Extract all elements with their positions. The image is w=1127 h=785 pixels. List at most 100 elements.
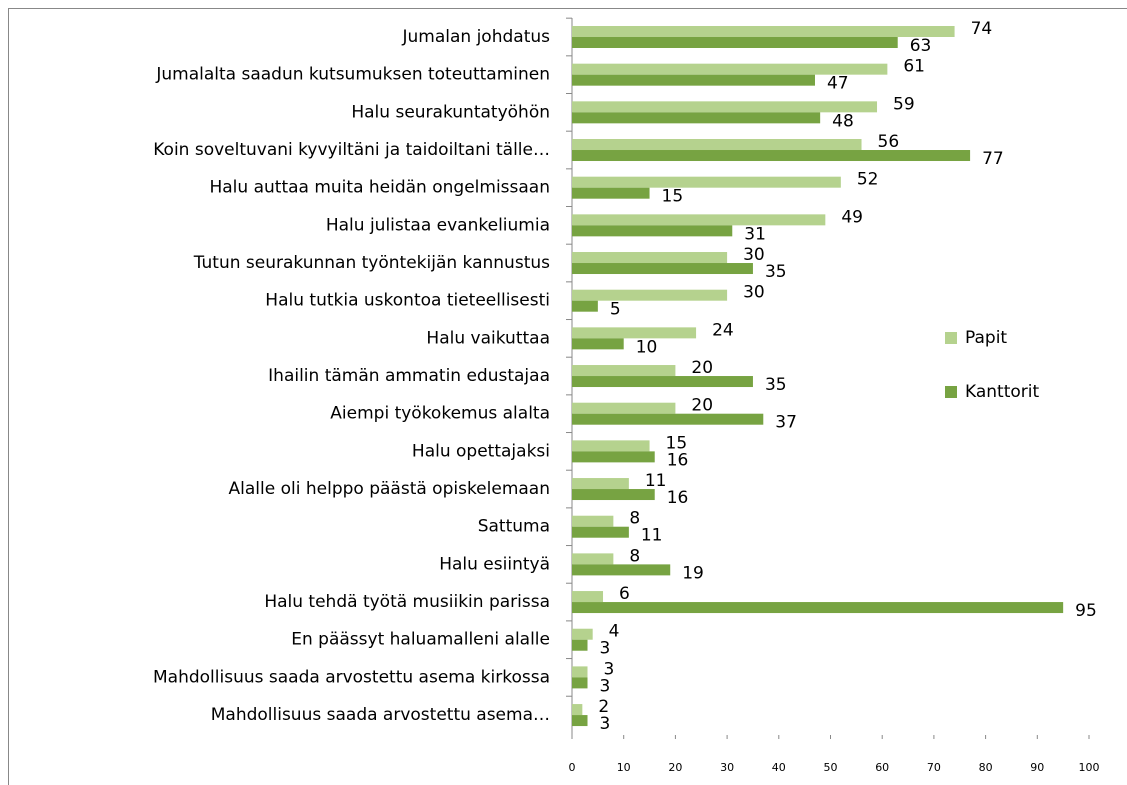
data-label: 20 [691,396,713,416]
data-label: 20 [691,358,713,378]
x-tick-label: 40 [772,761,786,774]
category-label: En päässyt haluamalleni alalle [291,630,550,650]
data-label: 30 [743,245,765,265]
category-label: Halu tutkia uskontoa tieteellisesti [265,291,550,311]
bar [572,37,898,48]
bar [572,715,588,727]
data-label: 77 [982,149,1004,169]
bar [572,489,655,501]
x-tick-label: 60 [875,761,889,774]
bar [572,176,841,188]
category-label: Ihailin tämän ammatin edustajaa [268,366,550,386]
x-tick-label: 80 [979,761,993,774]
x-tick-label: 50 [824,761,838,774]
data-label: 6 [619,584,630,604]
bar [572,704,583,716]
bar [572,327,697,339]
bar [572,150,971,162]
bar [572,338,624,350]
data-label: 3 [604,659,615,679]
bar [572,139,862,151]
bar [572,112,821,124]
bar [572,263,753,275]
category-label: Halu vaikuttaa [426,328,550,348]
data-label: 10 [636,337,658,357]
data-label: 4 [609,622,620,642]
data-label: 15 [666,433,688,453]
category-label: Tutun seurakunnan työntekijän kannustus [193,253,550,273]
bar [572,225,733,237]
category-label: Halu seurakuntatyöhön [351,102,550,122]
category-label: Koin soveltuvani kyvyiltäni ja taidoilta… [153,140,550,160]
bar [572,26,955,37]
category-label: Halu tehdä työtä musiikin parissa [264,592,550,612]
data-label: 11 [645,471,667,491]
legend-label: Papit [965,328,1007,348]
data-label: 35 [765,375,787,395]
bar [572,677,588,689]
data-label: 49 [841,207,863,227]
category-label: Mahdollisuus saada arvostettu asema… [211,705,550,725]
data-label: 74 [971,19,993,39]
data-label: 47 [827,74,849,94]
data-label: 56 [878,132,900,152]
bar [572,402,676,414]
bar [572,628,593,640]
legend-swatch [945,332,957,344]
bar [572,639,588,651]
data-label: 63 [910,36,932,56]
data-label: 30 [743,283,765,303]
x-tick-label: 30 [720,761,734,774]
data-label: 52 [857,170,879,190]
data-label: 8 [629,509,640,529]
bar [572,365,676,377]
bar [572,451,655,463]
data-label: 59 [893,94,915,114]
bar [572,187,650,199]
legend-label: Kanttorit [965,382,1039,402]
bar [572,413,764,425]
data-label: 8 [629,546,640,566]
bar [572,252,728,264]
data-label: 61 [903,57,925,77]
category-label: Jumalalta saadun kutsumuksen toteuttamin… [155,65,550,85]
data-label: 37 [775,413,797,433]
bar [572,63,888,75]
data-label: 3 [600,714,611,734]
data-label: 48 [832,111,854,131]
bar [572,101,878,113]
x-tick-label: 70 [927,761,941,774]
data-label: 2 [598,697,609,717]
bar [572,515,614,527]
x-tick-label: 20 [668,761,682,774]
data-label: 16 [667,488,689,508]
data-label: 95 [1075,601,1097,621]
category-label: Sattuma [478,517,550,537]
data-label: 16 [667,450,689,470]
data-label: 24 [712,320,734,340]
data-label: 5 [610,300,621,320]
category-label: Halu esiintyä [439,554,550,574]
category-label: Halu auttaa muita heidän ongelmissaan [209,178,550,198]
bar [572,440,650,452]
bar [572,74,815,86]
bar [572,526,629,538]
x-tick-label: 10 [617,761,631,774]
bar [572,376,753,388]
data-label: 3 [600,676,611,696]
category-label: Halu julistaa evankeliumia [326,215,550,235]
category-label: Jumalan johdatus [402,27,551,47]
chart-border [8,8,1127,785]
category-label: Mahdollisuus saada arvostettu asema kirk… [153,667,550,687]
bar [572,300,598,312]
data-label: 31 [744,224,766,244]
legend-swatch [945,386,957,398]
data-label: 35 [765,262,787,282]
category-label: Aiempi työkokemus alalta [330,404,550,424]
bar [572,214,826,226]
data-label: 3 [600,639,611,659]
bar [572,553,614,565]
bar [572,289,728,301]
bar [572,602,1064,614]
